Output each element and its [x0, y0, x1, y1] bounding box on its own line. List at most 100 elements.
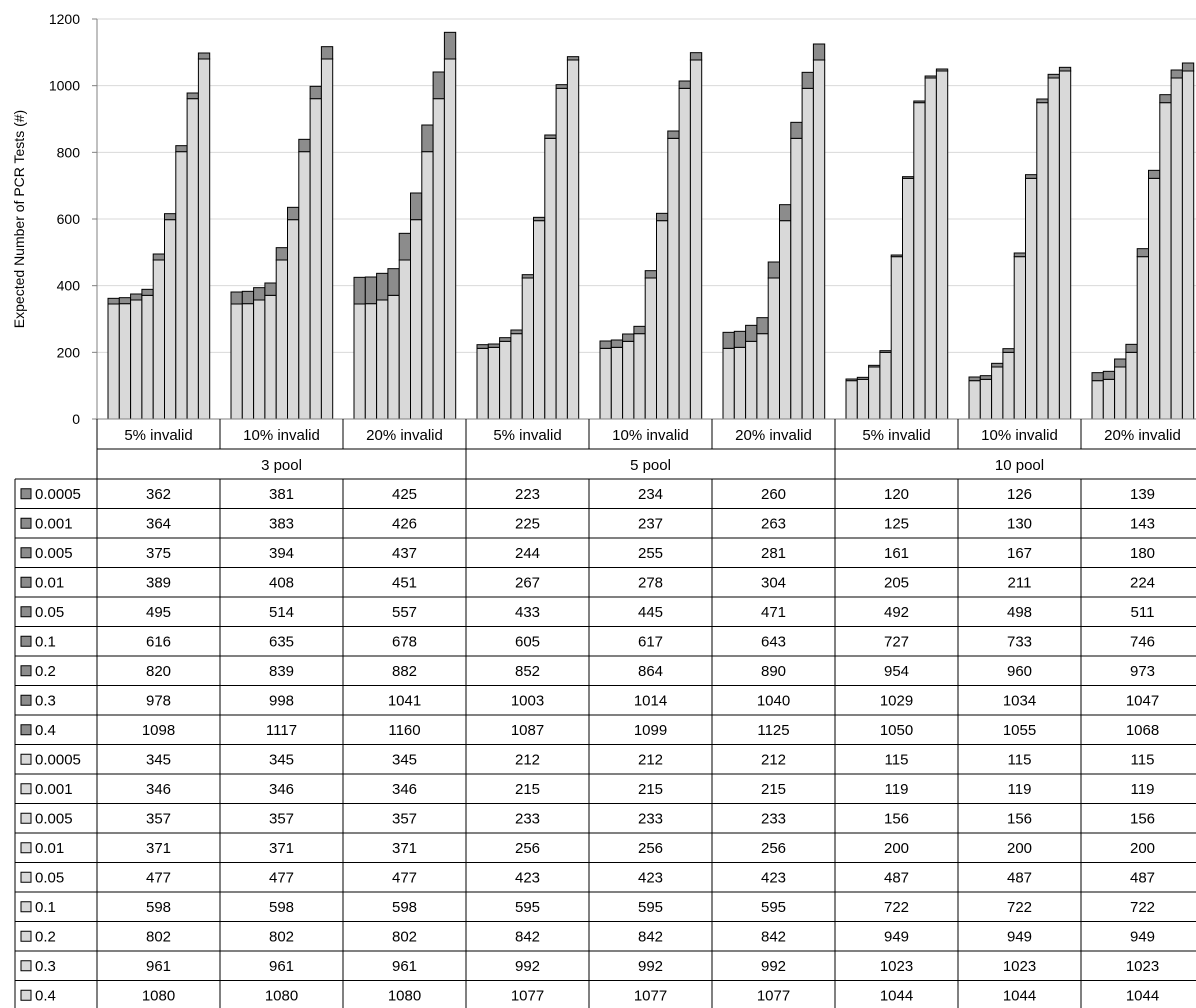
table-cell-value: 1041	[388, 692, 421, 709]
bar-segment-dark	[253, 287, 266, 301]
table-cell-value: 864	[638, 663, 663, 680]
bar-segment-light	[521, 277, 535, 420]
y-tick-label: 200	[57, 344, 81, 360]
table-cell-value: 200	[884, 840, 909, 857]
legend-label: 0.0005	[35, 751, 81, 768]
bar-segment-light	[913, 102, 926, 420]
bar-segment-light	[533, 220, 546, 420]
bar-segment-dark	[845, 378, 858, 382]
bar-segment-light	[991, 366, 1004, 420]
bar-segment-light	[118, 303, 132, 420]
table-cell-value: 234	[638, 486, 663, 503]
table-cell-value: 408	[269, 574, 294, 591]
table-cell-value: 375	[146, 545, 171, 562]
legend-key	[20, 871, 32, 883]
bar-segment-light	[1148, 177, 1161, 420]
bar-segment-dark	[186, 92, 199, 100]
bar-segment-light	[1170, 77, 1183, 420]
table-cell-value: 557	[392, 604, 417, 621]
x-category-label: 10% invalid	[612, 427, 689, 444]
bar-segment-light	[767, 277, 781, 420]
bar-segment-light	[510, 333, 523, 420]
bar-segment-dark	[320, 46, 334, 60]
table-cell-value: 394	[269, 545, 294, 562]
legend-label: 0.0005	[35, 486, 81, 503]
bar-segment-light	[421, 151, 434, 420]
bar-segment-dark	[1013, 252, 1027, 258]
y-tick-label: 0	[72, 411, 80, 427]
table-cell-value: 445	[638, 604, 663, 621]
table-cell-value: 1047	[1126, 692, 1159, 709]
table-cell-value: 514	[269, 604, 294, 621]
bar-segment-light	[152, 259, 165, 420]
bar-segment-light	[1181, 70, 1195, 420]
table-cell-value: 1023	[880, 958, 913, 975]
axes: 0 200 400 600 800 1000 1200	[49, 11, 1196, 427]
bar-segment-dark	[902, 176, 915, 179]
table-cell-value: 722	[884, 899, 909, 916]
table-cell-value: 156	[1130, 810, 1155, 827]
bar-segment-light	[387, 294, 400, 420]
table-cell-value: 746	[1130, 633, 1155, 650]
table-cell-value: 156	[884, 810, 909, 827]
x-group-label: 5 pool	[630, 457, 671, 474]
bar-segment-dark	[610, 339, 624, 348]
legend-key	[20, 694, 32, 706]
legend-label: 0.05	[35, 869, 64, 886]
x-group-label: 10 pool	[995, 457, 1044, 474]
table-cell-value: 256	[515, 840, 540, 857]
bar-segment-dark	[107, 297, 120, 305]
bar-segment-dark	[309, 85, 322, 100]
table-cell-value: 304	[761, 574, 786, 591]
table-cell-value: 1050	[880, 722, 913, 739]
table-cell-value: 233	[515, 810, 540, 827]
table-cell-value: 595	[761, 899, 786, 916]
table-cell-value: 1077	[634, 987, 667, 1004]
bar-segment-dark	[432, 71, 445, 100]
bar-segment-light	[790, 137, 803, 420]
table-cell-value: 364	[146, 515, 171, 532]
bar-segment-light	[1002, 351, 1015, 420]
table-cell-value: 1125	[757, 722, 789, 739]
table-cell-value: 1014	[634, 692, 667, 709]
table-cell-value: 733	[1007, 633, 1032, 650]
table-cell-value: 1023	[1003, 958, 1036, 975]
legend-label: 0.2	[35, 928, 56, 945]
table-cell-value: 617	[638, 633, 663, 650]
bar-segment-light	[756, 333, 769, 420]
bar-segment-dark	[1159, 94, 1172, 104]
bar-segment-dark	[979, 375, 993, 380]
table-cell-value: 143	[1130, 515, 1155, 532]
bar-segment-light	[398, 259, 412, 420]
legend-label: 0.05	[35, 604, 64, 621]
bar-segment-dark	[387, 268, 400, 296]
bar-segment-dark	[264, 282, 277, 296]
legend-key	[20, 576, 32, 588]
bar-segment-light	[298, 151, 311, 420]
x-category-label: 10% invalid	[243, 427, 320, 444]
table-cell-value: 722	[1007, 899, 1032, 916]
bar-segment-dark	[890, 254, 904, 258]
bar-segment-light	[1136, 256, 1149, 420]
bar-segment-light	[622, 340, 635, 420]
bar-segment-light	[410, 219, 423, 420]
bar-segment-dark	[622, 333, 635, 342]
table-cell-value: 437	[392, 545, 417, 562]
bar-segment-dark	[421, 124, 434, 153]
bar-segment-dark	[197, 52, 211, 60]
table-cell-value: 1098	[142, 722, 175, 739]
bar-segment-light	[264, 294, 277, 420]
x-category-label: 20% invalid	[735, 427, 812, 444]
bar-segment-light	[309, 98, 322, 420]
legend-label: 0.01	[35, 574, 64, 591]
legend-key	[20, 989, 32, 1001]
bar-segment-dark	[164, 213, 177, 221]
table-cell-value: 260	[761, 486, 786, 503]
table-cell-value: 595	[638, 899, 663, 916]
bar-segment-light	[555, 87, 568, 420]
table-cell-value: 949	[1130, 928, 1155, 945]
bar-segment-dark	[633, 325, 646, 335]
bar-segment-dark	[376, 272, 389, 301]
legend-label: 0.001	[35, 515, 73, 532]
